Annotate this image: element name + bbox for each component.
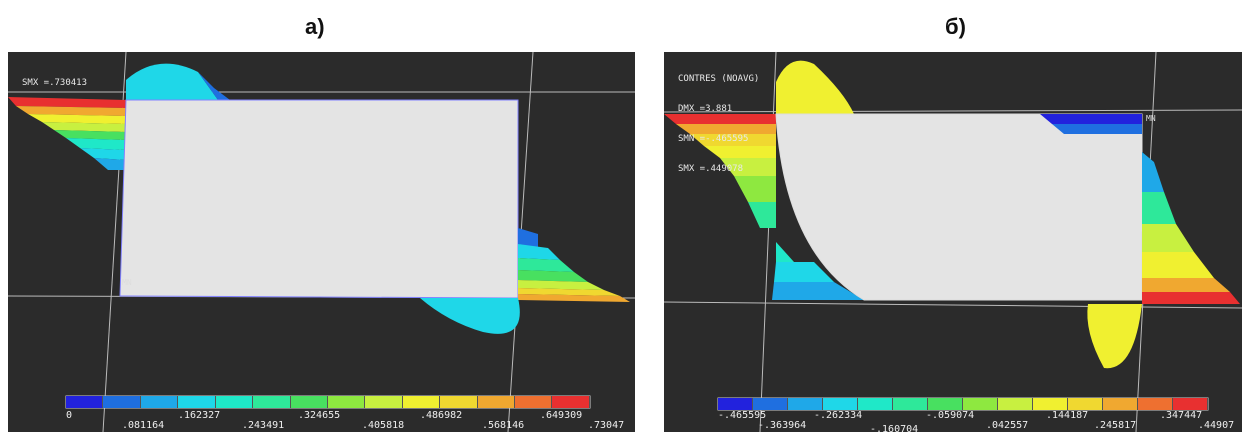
legend-segment [893, 398, 928, 410]
panel-b-tick-top-4: .347447 [1160, 410, 1203, 421]
legend-segment [178, 396, 216, 408]
legend-segment [753, 398, 788, 410]
panel-b-tick-top-3: .144187 [1046, 410, 1089, 421]
panel-a-tick-top-3: .486982 [420, 410, 463, 421]
panel-a-tick-bottom-4: .568146 [482, 420, 525, 431]
panel-b-tick-bottom-2: -.160704 [870, 424, 919, 432]
panel-b-tick-bottom-4: .245817 [1094, 420, 1137, 431]
panel-a-header: SMX =.730413 [22, 58, 87, 108]
panel-a-tick-bottom-3: .405818 [362, 420, 405, 431]
legend-segment [998, 398, 1033, 410]
panel-b-label: б) [945, 14, 966, 39]
panel-b-tick-bottom-5: .44907 [1198, 420, 1235, 431]
panel-a-tick-bottom-0: 0 [66, 410, 73, 421]
panel-a-tick-top-1: .162327 [178, 410, 221, 421]
legend-segment [928, 398, 963, 410]
legend-segment [66, 396, 104, 408]
panel-a-tick-bottom-2: .243491 [242, 420, 285, 431]
legend-segment [440, 396, 478, 408]
panel-b-header-line: CONTRES (NOAVG) [678, 74, 760, 84]
legend-segment [140, 396, 179, 408]
panel-a-tick-bottom-5: .73047 [588, 420, 625, 431]
panel-b-header-line: SMX =.449078 [678, 164, 744, 174]
panel-a-legend-bar [66, 396, 590, 408]
legend-segment [327, 396, 366, 408]
legend-segment [718, 398, 753, 410]
legend-segment [253, 396, 291, 408]
legend-segment [858, 398, 893, 410]
panel-b-plot: CONTRES (NOAVG) DMX =3.881 SMN =-.465595… [664, 52, 1242, 432]
panel-a-graphics [8, 52, 635, 432]
legend-segment [402, 396, 441, 408]
legend-segment [477, 396, 516, 408]
legend-segment [365, 396, 403, 408]
panel-b-tick-top-1: -.262334 [814, 410, 863, 421]
legend-segment [1068, 398, 1103, 410]
panel-b-node-mark: MN [1146, 114, 1156, 123]
panel-a-header-line: SMX =.730413 [22, 78, 88, 88]
legend-segment [1138, 398, 1173, 410]
legend-segment [103, 396, 141, 408]
legend-segment [290, 396, 328, 408]
legend-segment [215, 396, 254, 408]
panel-b-header-line: DMX =3.881 [678, 104, 733, 114]
panel-b-header-line: SMN =-.465595 [678, 134, 749, 144]
panel-a-label: а) [305, 14, 325, 39]
legend-segment [823, 398, 858, 410]
panel-b-tick-bottom-1: -.363964 [758, 420, 807, 431]
legend-segment [1173, 398, 1208, 410]
panel-a-node-mark: MN [122, 278, 132, 287]
panel-b-tick-bottom-3: .042557 [986, 420, 1029, 431]
panel-b-tick-top-2: -.059074 [926, 410, 975, 421]
legend-segment [1033, 398, 1068, 410]
legend-segment [963, 398, 998, 410]
panel-a-tick-bottom-1: .081164 [122, 420, 165, 431]
legend-segment [552, 396, 590, 408]
panel-a-tick-top-2: .324655 [298, 410, 341, 421]
panel-b-tick-bottom-0: -.465595 [718, 410, 767, 421]
panel-b-legend-bar [718, 398, 1208, 410]
legend-segment [788, 398, 823, 410]
legend-segment [1103, 398, 1138, 410]
legend-segment [515, 396, 553, 408]
panel-b-header: CONTRES (NOAVG) DMX =3.881 SMN =-.465595… [678, 54, 759, 194]
panel-a-plot: SMX =.730413 MN .162327 .324655 .486982 … [8, 52, 635, 432]
panel-a-tick-top-4: .649309 [540, 410, 583, 421]
